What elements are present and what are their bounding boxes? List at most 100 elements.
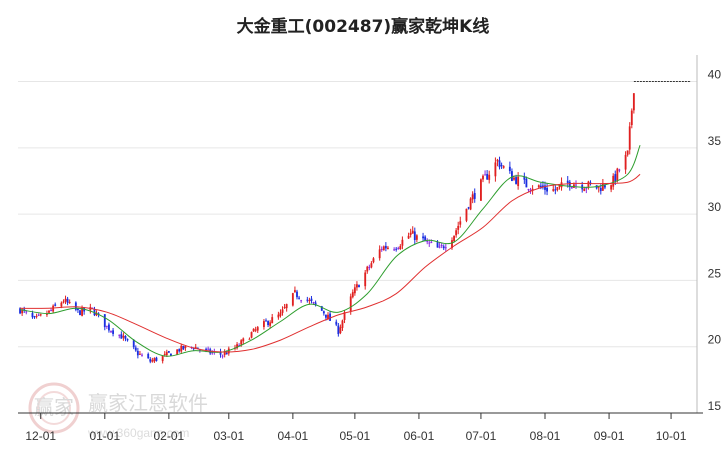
candle-body [498,160,501,168]
candle-body [583,188,586,191]
candle-body [118,334,121,336]
candle-body [256,327,259,331]
candle-body [21,309,24,314]
candle-body [397,247,400,249]
candle-body [395,248,398,250]
y-tick-label: 30 [708,200,722,214]
candle-body [358,285,360,288]
candle-body [122,335,125,338]
candle-body [618,169,621,171]
candle-body [480,179,482,201]
candle-body [178,349,181,352]
y-tick-label: 40 [708,68,722,82]
candle-body [335,321,338,325]
candle-body [424,236,427,242]
candle-body [351,292,354,298]
candle-body [219,351,222,355]
candle-body [322,311,325,314]
candle-body [413,231,416,240]
candle-body [112,330,114,334]
candle-body [411,230,414,234]
candle-body [91,307,94,309]
candle-body [225,352,228,355]
candle-body [221,355,224,357]
candle-body [568,181,571,188]
candlesticks [19,93,635,364]
candle-body [453,235,455,241]
candle-body [380,248,383,250]
candle-body [384,245,387,249]
candle-body [211,352,214,354]
candle-body [473,193,476,199]
candle-body [517,176,520,187]
candle-body [428,242,431,244]
candle-body [227,348,230,354]
candle-body [110,331,112,333]
x-tick-label: 02-01 [154,429,185,443]
x-tick-label: 07-01 [466,429,497,443]
candle-body [35,315,38,317]
candle-body [451,240,453,248]
candle-body [176,349,179,355]
candle-body [527,189,530,191]
candle-body [81,307,83,316]
candle-body [329,313,331,321]
candle-body [205,348,207,350]
candle-body [599,187,602,192]
candle-body [39,314,42,316]
candle-body [108,324,110,331]
candle-body [269,322,272,326]
watermark-seal-icon [28,382,80,434]
x-tick-label: 04-01 [278,429,309,443]
candle-body [484,174,486,176]
candle-body [440,245,443,247]
candle-body [552,189,555,191]
watermark-url: www.360gann.com [87,426,189,440]
candle-body [283,307,286,309]
candle-body [488,174,491,180]
candle-body [496,159,499,162]
candle-body [401,239,404,246]
candle-body [155,357,158,361]
candle-body [467,207,470,209]
candle-body [68,302,71,304]
candle-body [300,300,303,302]
candle-body [455,230,458,236]
candle-body [310,298,313,302]
candle-body [134,347,137,351]
candle-body [50,310,52,312]
candle-body [46,313,48,315]
candle-body [192,348,195,350]
candle-body [444,247,447,249]
candle-body [356,284,358,288]
candle-body [252,328,255,332]
candle-body [597,186,600,188]
candle-body [471,194,474,200]
candle-body [31,313,34,318]
candle-body [141,354,143,356]
candle-body [566,180,569,183]
candle-body [271,317,274,324]
y-axis: 15 20 25 30 35 40 [696,55,722,413]
candle-body [399,246,402,250]
candle-body [207,348,210,350]
candle-body [238,345,241,347]
candle-body [126,339,129,341]
candle-body [248,338,251,340]
candle-body [250,332,253,338]
candle-body [610,185,613,190]
candle-body [298,297,300,299]
y-tick-label: 25 [708,266,722,280]
candle-body [585,187,588,189]
candle-body [378,249,381,259]
candle-body [544,185,546,190]
candle-body [124,335,127,339]
candle-body [281,309,284,313]
candle-body [353,287,356,294]
candle-body [630,110,633,126]
candle-body [529,189,532,191]
x-tick-label: 10-01 [656,429,687,443]
candle-body [604,185,606,188]
candle-body [267,321,269,325]
candle-body [320,306,323,311]
